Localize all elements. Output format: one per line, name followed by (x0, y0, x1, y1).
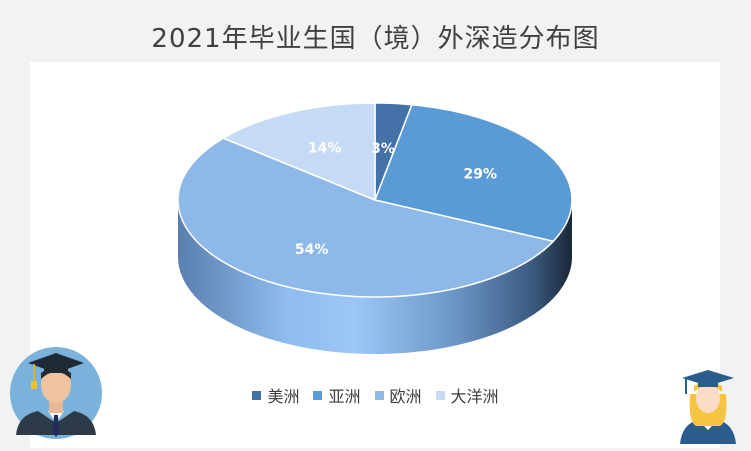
graduate-male-avatar-icon (10, 347, 102, 439)
pie-side-face (178, 200, 572, 354)
pie-side-wall (178, 200, 572, 354)
legend-label: 欧洲 (389, 387, 422, 406)
legend-item-2: 亚洲 (313, 383, 361, 407)
legend-label: 大洋洲 (450, 387, 499, 406)
graduate-female-avatar-icon (680, 370, 736, 444)
legend-swatch (313, 390, 323, 400)
pie-label-1: 3% (371, 141, 395, 157)
legend-item-4: 大洋洲 (435, 383, 499, 407)
chart-title: 2021年毕业生国（境）外深造分布图 (151, 24, 600, 54)
legend-item-1: 美洲 (252, 383, 299, 407)
pie-slice-4 (221, 102, 376, 202)
legend-swatch (252, 390, 262, 400)
pie-slice-2 (373, 103, 573, 243)
legend-label: 亚洲 (328, 387, 361, 406)
pie-label-3: 54% (295, 242, 329, 258)
pie-data-labels: 3% 29% 54% 14% (295, 140, 497, 258)
legend-label: 美洲 (267, 387, 300, 406)
legend-swatch (435, 390, 445, 400)
chart-legend: 美洲 亚洲 欧洲 大洋洲 (0, 383, 751, 407)
pie-label-2: 29% (464, 167, 498, 183)
legend-item-3: 欧洲 (374, 383, 422, 407)
pie-slices (177, 102, 573, 298)
pie-label-4: 14% (308, 140, 342, 156)
pie-slice-3 (177, 137, 555, 298)
legend-swatch (374, 390, 384, 400)
